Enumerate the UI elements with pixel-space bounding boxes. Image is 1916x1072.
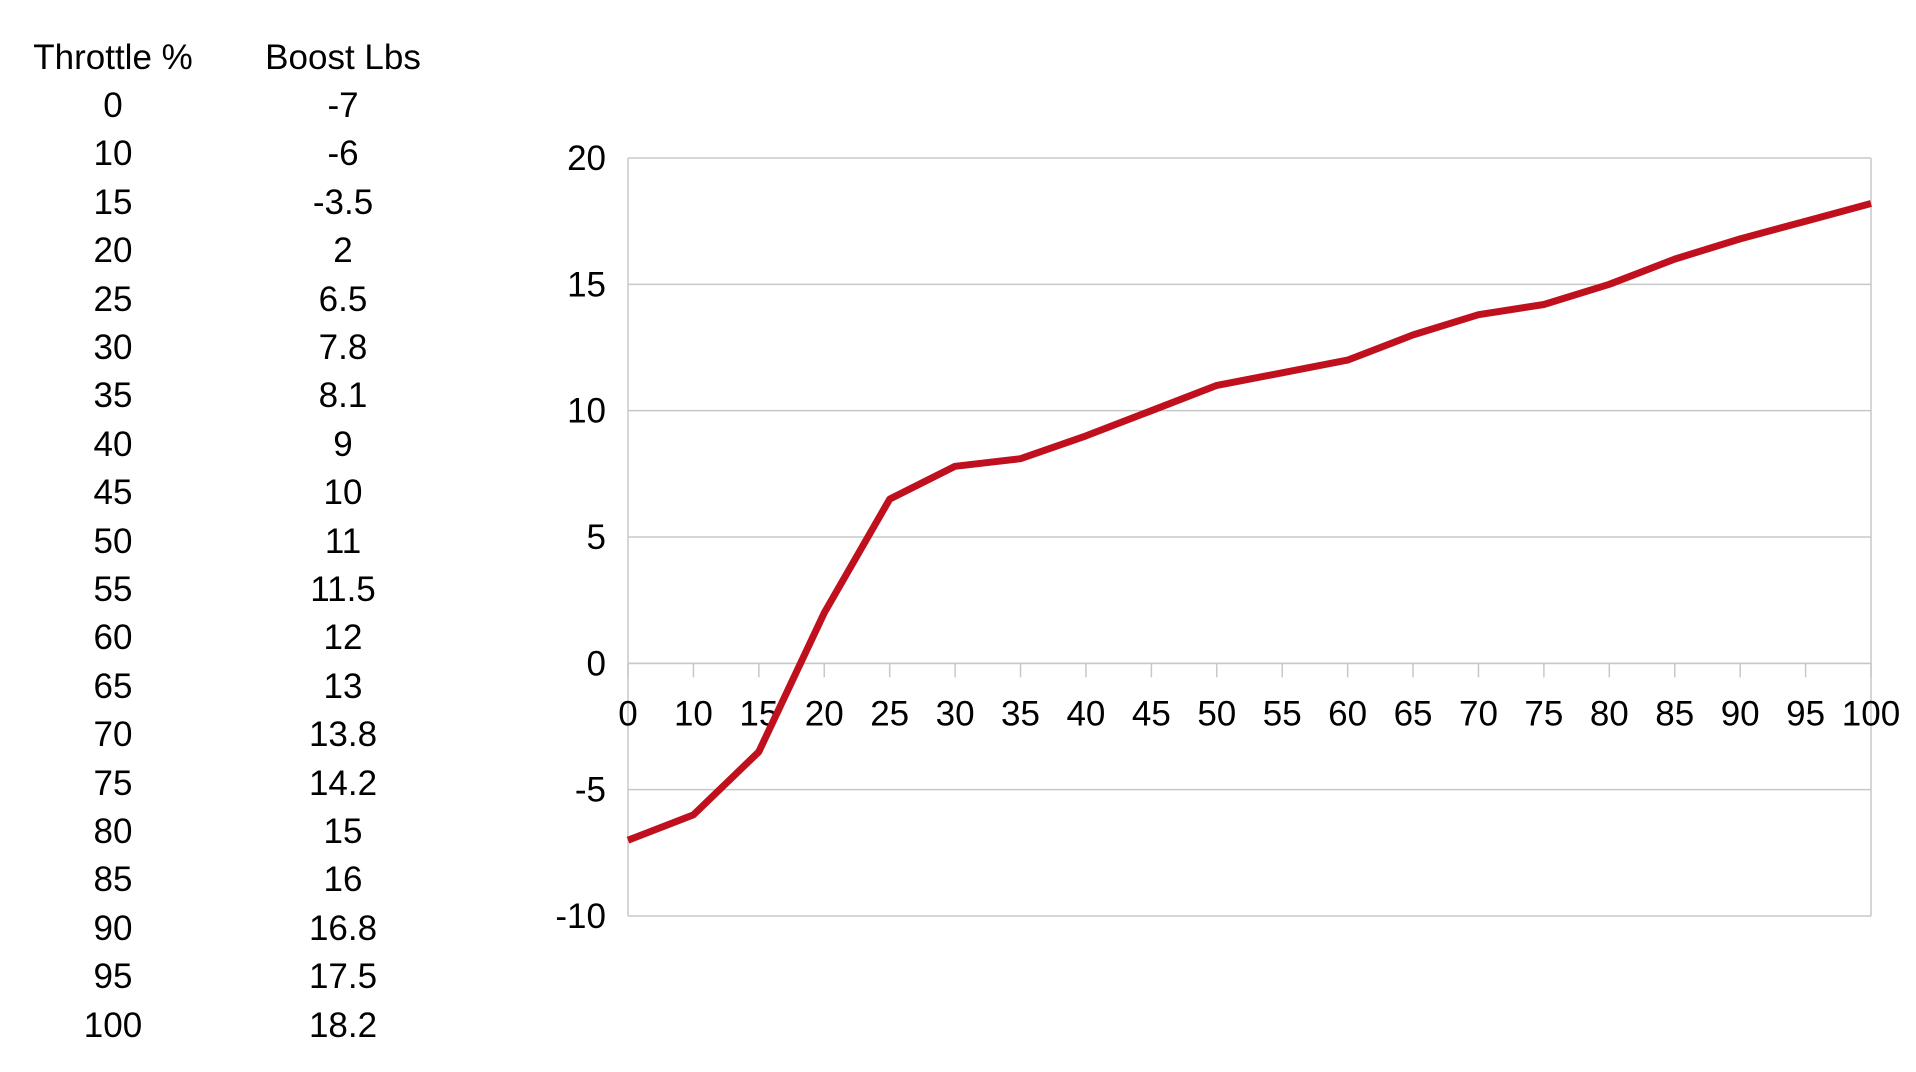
table-header: Throttle %: [33, 38, 193, 77]
x-tick-label: 90: [1721, 694, 1760, 733]
table-cell: 10: [93, 134, 133, 174]
x-tick-label: 50: [1197, 694, 1236, 733]
table-cell: 95: [93, 957, 133, 997]
y-tick-label: -10: [555, 897, 606, 936]
x-tick-label: 0: [618, 694, 637, 733]
x-tick-label: 10: [674, 694, 713, 733]
x-tick-label: 100: [1842, 694, 1900, 733]
x-tick-label: 80: [1590, 694, 1629, 733]
table-cell: 75: [93, 763, 133, 803]
y-tick-label: 15: [567, 265, 606, 304]
table-cell: 9: [333, 424, 353, 464]
x-tick-label: 25: [870, 694, 909, 733]
table-cell: -6: [327, 134, 359, 174]
table-cell: 16: [323, 860, 363, 900]
y-tick-label: 5: [587, 518, 606, 557]
x-tick-label: 70: [1459, 694, 1498, 733]
table-cell: 70: [93, 715, 133, 755]
table-cell: -3.5: [312, 182, 374, 222]
table-cell: 60: [93, 618, 133, 658]
table-cell: 2: [333, 231, 353, 271]
table-cell: 90: [93, 908, 133, 948]
table-cell: 15: [323, 812, 363, 851]
table-cell: 14.2: [308, 763, 378, 803]
x-tick-label: 75: [1524, 694, 1563, 733]
table-cell: 11.5: [310, 570, 376, 609]
table-cell: 12: [323, 618, 363, 658]
table-cell: 50: [93, 521, 133, 561]
table-cell: -7: [327, 86, 359, 125]
table-cell: 30: [93, 328, 133, 367]
table-cell: 100: [83, 1005, 143, 1045]
table-cell: 40: [93, 424, 133, 464]
x-tick-label: 45: [1132, 694, 1171, 733]
table-cell: 6.5: [318, 279, 368, 319]
x-tick-label: 55: [1263, 694, 1302, 733]
table-header: Boost Lbs: [265, 38, 421, 77]
y-tick-label: 20: [567, 139, 606, 178]
x-tick-label: 20: [805, 694, 844, 733]
x-tick-label: 35: [1001, 694, 1040, 733]
y-tick-label: -5: [575, 771, 606, 810]
table-cell: 13: [323, 666, 363, 706]
table-cell: 55: [93, 570, 133, 609]
table-cell: 25: [93, 279, 133, 319]
table-cell: 10: [323, 473, 363, 513]
table-cell: 65: [93, 666, 133, 706]
table-cell: 20: [93, 231, 133, 271]
table-cell: 15: [93, 182, 133, 222]
table-cell: 13.8: [308, 715, 378, 755]
table-cell: 0: [103, 86, 123, 125]
table-cell: 18.2: [308, 1005, 378, 1045]
x-tick-label: 65: [1394, 694, 1433, 733]
x-tick-label: 60: [1328, 694, 1367, 733]
table-cell: 16.8: [308, 908, 378, 948]
x-tick-label: 95: [1786, 694, 1825, 733]
x-tick-label: 40: [1066, 694, 1105, 733]
y-tick-label: 0: [587, 644, 606, 683]
table-cell: 35: [93, 376, 133, 416]
table-cell: 85: [93, 860, 133, 900]
table-cell: 80: [93, 812, 133, 851]
x-tick-label: 85: [1655, 694, 1694, 733]
table-cell: 45: [93, 473, 133, 513]
y-tick-label: 10: [567, 392, 606, 431]
series-line: [626, 200, 1872, 844]
table-cell: 11: [324, 521, 362, 561]
table-cell: 17.5: [308, 957, 378, 997]
x-tick-label: 30: [936, 694, 975, 733]
table-cell: 8.1: [318, 376, 368, 416]
table-cell: 7.8: [318, 328, 368, 367]
